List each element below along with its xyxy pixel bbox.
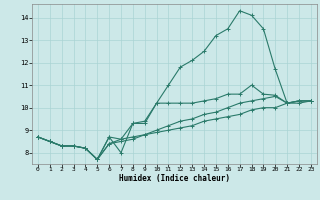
X-axis label: Humidex (Indice chaleur): Humidex (Indice chaleur) [119, 174, 230, 183]
